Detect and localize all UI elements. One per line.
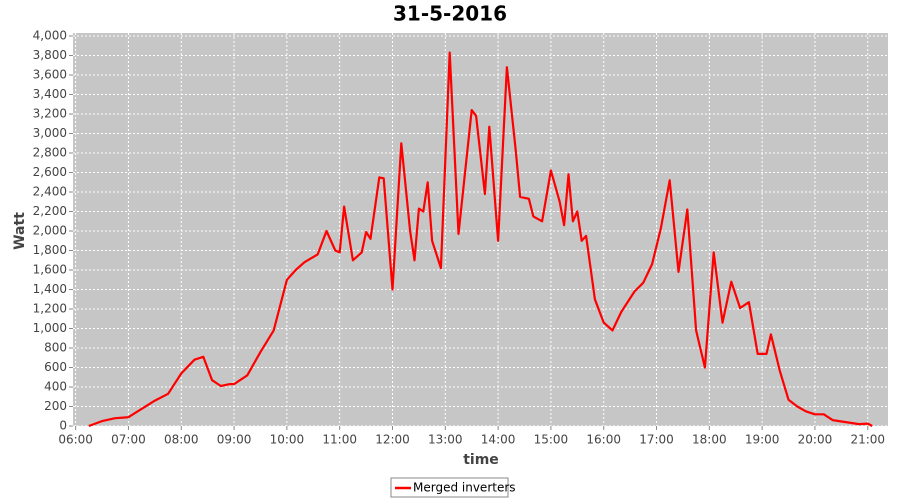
y-tick-label: 1,000	[33, 321, 67, 335]
y-tick-label: 1,200	[33, 302, 67, 316]
y-tick-label: 3,800	[33, 48, 67, 62]
x-tick-label: 16:00	[586, 433, 621, 447]
x-tick-label: 12:00	[375, 433, 410, 447]
x-tick-label: 07:00	[111, 433, 146, 447]
legend	[390, 477, 509, 498]
x-tick-label: 09:00	[217, 433, 252, 447]
x-tick-label: 19:00	[745, 433, 780, 447]
legend-label: Merged inverters	[413, 481, 516, 495]
y-tick-label: 0	[59, 419, 67, 433]
y-tick-label: 3,000	[33, 126, 67, 140]
y-tick-label: 1,400	[33, 282, 67, 296]
x-tick-label: 10:00	[270, 433, 305, 447]
y-axis-label: Watt	[12, 212, 28, 250]
y-tick-label: 400	[44, 380, 67, 394]
x-tick-label: 20:00	[798, 433, 833, 447]
x-tick-label: 06:00	[58, 433, 93, 447]
y-tick-label: 200	[44, 399, 67, 413]
y-tick-label: 2,600	[33, 165, 67, 179]
x-tick-label: 21:00	[850, 433, 885, 447]
y-tick-label: 1,800	[33, 243, 67, 257]
x-tick-label: 15:00	[534, 433, 569, 447]
y-tick-label: 2,800	[33, 146, 67, 160]
y-tick-label: 3,400	[33, 87, 67, 101]
y-tick-label: 1,600	[33, 263, 67, 277]
y-tick-label: 800	[44, 341, 67, 355]
x-tick-label: 11:00	[322, 433, 357, 447]
x-axis-label: time	[463, 452, 499, 468]
plot-area	[73, 33, 888, 426]
y-tick-label: 2,400	[33, 185, 67, 199]
x-tick-label: 18:00	[692, 433, 727, 447]
x-tick-label: 17:00	[639, 433, 674, 447]
x-tick-label: 14:00	[481, 433, 516, 447]
y-tick-label: 4,000	[33, 29, 67, 43]
y-tick-label: 2,000	[33, 224, 67, 238]
x-tick-label: 08:00	[164, 433, 199, 447]
y-tick-label: 600	[44, 360, 67, 374]
x-tick-label: 13:00	[428, 433, 463, 447]
chart-title: 31-5-2016	[393, 2, 507, 26]
data-line	[88, 51, 873, 428]
y-tick-label: 3,200	[33, 107, 67, 121]
y-tick-label: 2,200	[33, 204, 67, 218]
y-tick-label: 3,600	[33, 68, 67, 82]
